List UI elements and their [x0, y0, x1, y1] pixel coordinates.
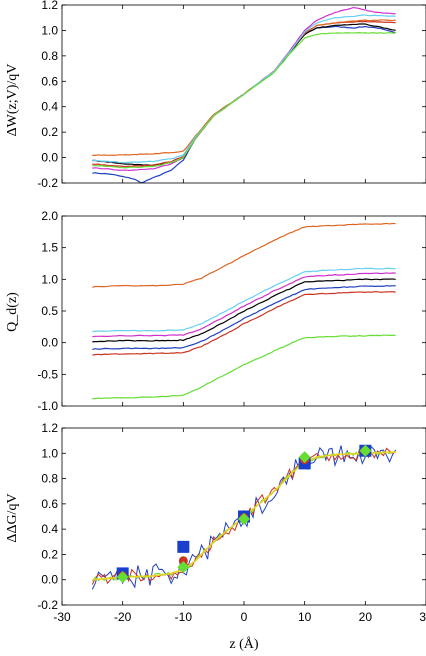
- y-tick-label: -0.5: [37, 367, 58, 381]
- y-tick-label: 0.8: [41, 49, 58, 63]
- panel2-ylabel: Q_d(z): [5, 292, 20, 332]
- series-line: [92, 285, 396, 350]
- diamond-marker: [116, 571, 129, 584]
- circle-marker: [178, 556, 188, 566]
- plot-frame: [61, 4, 426, 184]
- y-tick-label: 0.4: [41, 522, 58, 536]
- panel3-ylabel: ΔΔG/qV: [5, 493, 20, 542]
- series-line: [92, 278, 396, 343]
- y-tick-label: -0.2: [37, 598, 58, 612]
- y-tick-label: 1.5: [41, 241, 58, 255]
- series-line: [92, 272, 396, 338]
- series-line: [92, 334, 396, 400]
- diamond-marker: [238, 513, 250, 526]
- plot-frame: [61, 427, 426, 606]
- y-tick-label: 0.0: [41, 151, 58, 165]
- series-line: [92, 6, 396, 171]
- panel-3: -30 -20 -10 0 10 20 30 -0.2 0.0 0.2 0.4 0.6 0.8 1.0 1.…: [37, 421, 426, 624]
- y-tick-label: 0.4: [41, 100, 58, 114]
- x-tick-label: -30: [53, 610, 71, 624]
- y-tick-label: 0.0: [41, 573, 58, 587]
- y-tick-label: 0.8: [41, 472, 58, 486]
- y-tick-label: 0.0: [41, 336, 58, 350]
- series-line: [92, 32, 396, 169]
- diamond-marker: [177, 561, 190, 574]
- y-tick-label: 0.6: [41, 74, 58, 88]
- panel3-xlabel: z (Å): [229, 636, 258, 652]
- x-tick-label: 20: [359, 610, 373, 624]
- diamond-marker: [298, 451, 311, 464]
- y-tick-label: 1.0: [41, 23, 58, 37]
- series-line: [92, 222, 396, 288]
- series-line: [92, 19, 396, 156]
- panel-2: -1.0 -0.5 0.0 0.5 1.0 1.5 2.0: [37, 209, 426, 413]
- series-line: [92, 14, 396, 164]
- y-tick-label: 2.0: [41, 209, 58, 223]
- y-tick-label: 0.2: [41, 125, 58, 139]
- x-tick-label: 0: [241, 610, 248, 624]
- diamond-marker: [359, 444, 372, 457]
- x-tick-label: 10: [298, 610, 312, 624]
- plot-area: [92, 222, 396, 400]
- y-tick-label: 0.6: [41, 497, 58, 511]
- series-line: [92, 25, 396, 183]
- x-tick-label: -20: [114, 610, 132, 624]
- series-line: [92, 267, 396, 333]
- square-marker: [177, 540, 190, 553]
- x-tick-label: 30: [419, 610, 426, 624]
- plot-frame: [61, 215, 426, 407]
- y-tick-label: -0.2: [37, 176, 58, 190]
- panel-1: -0.2 0.0 0.2 0.4 0.6 0.8 1.0 1.2: [37, 0, 426, 190]
- y-tick-label: 0.5: [41, 304, 58, 318]
- y-tick-label: 1.2: [41, 421, 58, 435]
- y-tick-label: 1.0: [41, 446, 58, 460]
- panel1-ylabel: ΔW(z;V)/qV: [5, 64, 20, 137]
- x-tick-label: -10: [175, 610, 193, 624]
- y-tick-label: 1.2: [41, 0, 58, 12]
- y-tick-label: -1.0: [37, 399, 58, 413]
- y-tick-label: 1.0: [41, 272, 58, 286]
- series-line: [92, 291, 396, 356]
- plot-area: [92, 6, 396, 183]
- y-tick-label: 0.2: [41, 547, 58, 561]
